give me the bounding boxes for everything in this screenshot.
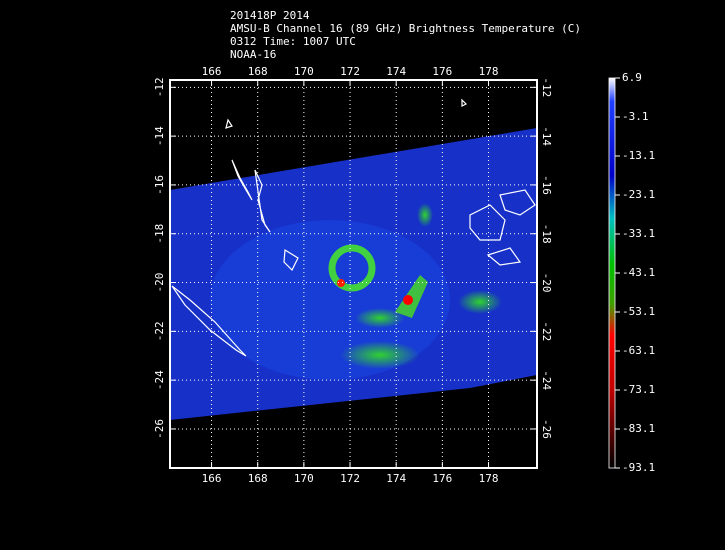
colorbar-label: -63.1 (622, 344, 655, 357)
cloud (417, 203, 433, 227)
cloud (210, 220, 450, 380)
colorbar (608, 77, 616, 469)
convection (403, 295, 413, 305)
lat-label: -20 (153, 273, 166, 293)
header: 201418P 2014 AMSU-B Channel 16 (89 GHz) … (230, 9, 581, 61)
header-line: NOAA-16 (230, 48, 276, 61)
coastline (461, 98, 468, 107)
colorbar-label: -43.1 (622, 266, 655, 279)
lon-label: 174 (386, 65, 406, 78)
lon-label: 176 (432, 472, 452, 485)
cloud (355, 308, 405, 328)
map-frame (169, 79, 538, 469)
lon-label: 168 (248, 472, 268, 485)
lat-label: -24 (540, 370, 553, 390)
cloud (340, 341, 420, 369)
lat-label: -18 (153, 224, 166, 244)
lon-label: 172 (340, 472, 360, 485)
colorbar-label: -83.1 (622, 422, 655, 435)
lat-label: -22 (153, 321, 166, 341)
imagery (170, 128, 537, 420)
coastline (231, 159, 253, 201)
lat-label: -20 (540, 273, 553, 293)
eyewall (328, 244, 376, 292)
colorbar-label: 6.9 (622, 71, 642, 84)
colorbar-label: -23.1 (622, 188, 655, 201)
lon-label: 168 (248, 65, 268, 78)
coastline (469, 204, 506, 241)
lon-label: 170 (294, 472, 314, 485)
lat-label: -24 (153, 370, 166, 390)
coastline (171, 285, 247, 357)
lon-label: 176 (432, 65, 452, 78)
lat-label: -12 (540, 77, 553, 97)
header-line: AMSU-B Channel 16 (89 GHz) Brightness Te… (230, 22, 581, 35)
lat-label: -14 (540, 126, 553, 146)
colorbar-label: -93.1 (622, 461, 655, 474)
lat-label: -26 (153, 419, 166, 439)
coastline (283, 248, 299, 272)
lon-label: 178 (479, 472, 499, 485)
cloud (458, 290, 502, 314)
lon-label: 178 (479, 65, 499, 78)
lon-label: 166 (202, 65, 222, 78)
colorbar-label: -13.1 (622, 149, 655, 162)
coastline (225, 118, 233, 129)
colorbar-label: -33.1 (622, 227, 655, 240)
lat-label: -14 (153, 126, 166, 146)
lat-label: -26 (540, 419, 553, 439)
colorbar-label: -3.1 (622, 110, 649, 123)
lat-label: -16 (153, 175, 166, 195)
lat-label: -16 (540, 175, 553, 195)
lat-label: -18 (540, 224, 553, 244)
lat-label: -12 (153, 77, 166, 97)
header-line: 201418P 2014 (230, 9, 310, 22)
lon-label: 172 (340, 65, 360, 78)
colorbar-label: -73.1 (622, 383, 655, 396)
convection (337, 279, 345, 287)
lon-label: 166 (202, 472, 222, 485)
lon-label: 174 (386, 472, 406, 485)
header-line: 0312 Time: 1007 UTC (230, 35, 356, 48)
lat-label: -22 (540, 321, 553, 341)
lon-label: 170 (294, 65, 314, 78)
coastline (486, 247, 522, 266)
coastline (499, 189, 536, 216)
colorbar-label: -53.1 (622, 305, 655, 318)
